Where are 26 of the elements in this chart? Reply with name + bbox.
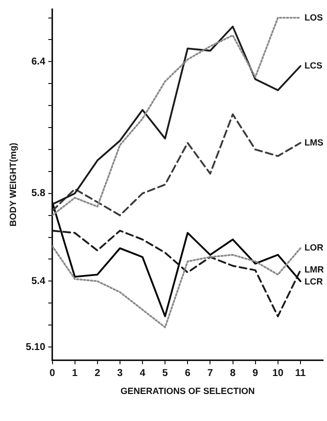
- x-tick-label: 7: [207, 368, 214, 379]
- x-tick-label: 0: [49, 368, 56, 379]
- line-series: [52, 245, 302, 328]
- x-tick-label: 3: [117, 368, 124, 379]
- line-series: [52, 113, 302, 216]
- series-label: LCR: [304, 276, 324, 287]
- series-label: LOR: [304, 242, 324, 253]
- x-tick-label: 10: [272, 368, 284, 379]
- x-tick-label: 4: [140, 368, 146, 379]
- x-tick-label: 1: [72, 368, 78, 379]
- x-tick-label: 5: [162, 368, 168, 379]
- x-tick-label: 2: [94, 368, 101, 379]
- y-tick-label: 5.4: [31, 276, 46, 287]
- x-tick-label: 11: [295, 368, 306, 379]
- series-label: LMR: [304, 264, 324, 275]
- y-axis-title: BODY WEIGHT(mg): [8, 142, 18, 227]
- series-label: LCS: [304, 60, 322, 71]
- x-tick-label: 9: [252, 368, 259, 379]
- x-axis-title: GENERATIONS OF SELECTION: [120, 386, 255, 396]
- y-tick-label: 5.8: [31, 188, 46, 200]
- x-tick-label: 6: [184, 368, 191, 379]
- series-label: LOS: [304, 12, 323, 22]
- y-tick-label: 6.4: [31, 56, 46, 68]
- series-label: LMS: [304, 137, 324, 148]
- x-tick-label: 8: [230, 368, 236, 379]
- y-tick-label: 5.10: [26, 342, 46, 353]
